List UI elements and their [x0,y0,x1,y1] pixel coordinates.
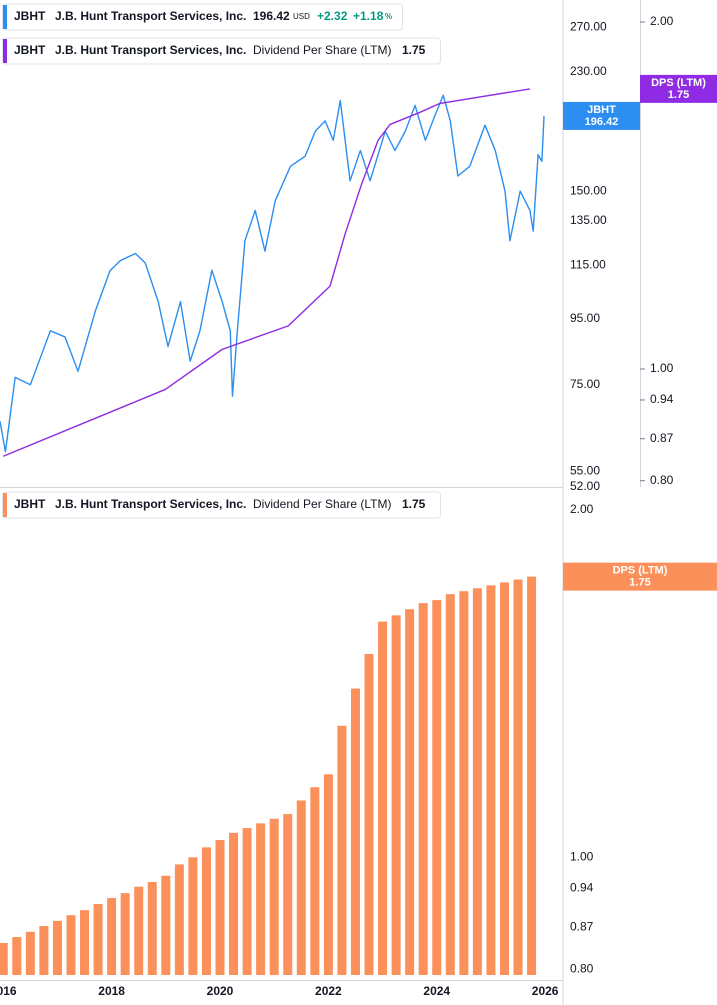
bar [310,787,320,975]
bar [269,818,279,975]
bar [513,579,523,975]
bar [12,937,22,975]
y-tick-label: 0.87 [570,919,594,933]
legend-swatch [3,39,7,63]
bar [0,942,8,975]
y2-tick-label: 2.00 [650,14,674,28]
y2-tick-label: 0.80 [650,473,674,487]
bar [229,832,239,975]
bar [432,600,442,975]
price-tag-value: 1.75 [668,89,689,101]
legend-symbol: JBHT [14,497,46,511]
bar [39,926,49,975]
bar [107,898,117,975]
bar [337,725,347,975]
bar [350,688,360,975]
y-tick-label: 55.00 [570,464,600,478]
legend-box [2,3,403,31]
legend-value: 1.75 [402,497,426,511]
x-tick-label: 2020 [207,984,234,998]
y-tick-label: 0.94 [570,881,594,895]
legend-value: 1.75 [402,43,426,57]
bar [174,864,184,975]
bar [472,588,482,975]
price-tag-value: 1.75 [629,577,650,589]
price-tag [563,101,640,130]
legend-name: J.B. Hunt Transport Services, Inc. [55,43,246,57]
y2-tick-label: 1.00 [650,361,674,375]
bar [80,910,90,975]
bar [256,823,266,975]
legend-metric: Dividend Per Share (LTM) [253,497,392,511]
price-tag-label: DPS (LTM) [613,565,668,577]
y-tick-label: 52.00 [570,479,600,493]
x-tick-label: 2016 [0,984,17,998]
bar [215,840,225,975]
y2-tick-label: 0.87 [650,431,674,445]
bar [66,915,76,975]
legend-box [2,491,441,519]
y-tick-label: 230.00 [570,64,607,78]
series-line [2,88,531,457]
y-tick-label: 2.00 [570,502,594,516]
bar [25,931,35,975]
legend-change: +2.32 [317,9,348,23]
legend-value: 196.42 [253,9,290,23]
bar [391,615,401,975]
bar [486,585,496,975]
price-tag [563,562,717,591]
y-tick-label: 270.00 [570,19,607,33]
legend-swatch [3,5,7,29]
y-tick-label: 150.00 [570,183,607,197]
bar [188,857,198,975]
bar [201,847,211,975]
x-tick-label: 2022 [315,984,342,998]
bar [527,576,537,975]
x-tick-label: 2024 [423,984,450,998]
bar [499,582,509,975]
bar [161,875,171,975]
legend-name: J.B. Hunt Transport Services, Inc. [55,497,246,511]
legend-change-pct: +1.18 [353,9,384,23]
x-tick-label: 2018 [98,984,125,998]
legend-symbol: JBHT [14,9,46,23]
bar [242,828,252,975]
y-tick-label: 135.00 [570,213,607,227]
y-tick-label: 0.80 [570,961,594,975]
legend-box [2,37,441,65]
price-tag-value: 196.42 [585,116,619,128]
bar [120,893,130,975]
bar [378,621,388,975]
legend-symbol: JBHT [14,43,46,57]
bar [283,814,293,975]
bar [364,653,374,975]
legend-metric: Dividend Per Share (LTM) [253,43,392,57]
y-tick-label: 115.00 [570,258,606,272]
price-tag [640,74,717,103]
bar [418,603,428,975]
legend-pct-unit: % [385,12,392,21]
bar [323,774,333,975]
bar [459,591,469,975]
bar [93,904,103,975]
bar [296,800,306,975]
price-tag-label: JBHT [587,104,616,116]
y-tick-label: 95.00 [570,311,600,325]
bar [52,920,62,975]
price-tag-label: DPS (LTM) [651,77,706,89]
y-tick-label: 75.00 [570,377,600,391]
x-tick-label: 2026 [532,984,559,998]
legend-name: J.B. Hunt Transport Services, Inc. [55,9,246,23]
bar [405,609,415,975]
bar [147,881,157,975]
y-tick-label: 1.00 [570,849,594,863]
legend-swatch [3,493,7,517]
series-line [0,94,545,453]
bar [134,886,144,975]
bar [445,594,455,975]
legend-currency: USD [293,12,310,21]
y2-tick-label: 0.94 [650,392,674,406]
